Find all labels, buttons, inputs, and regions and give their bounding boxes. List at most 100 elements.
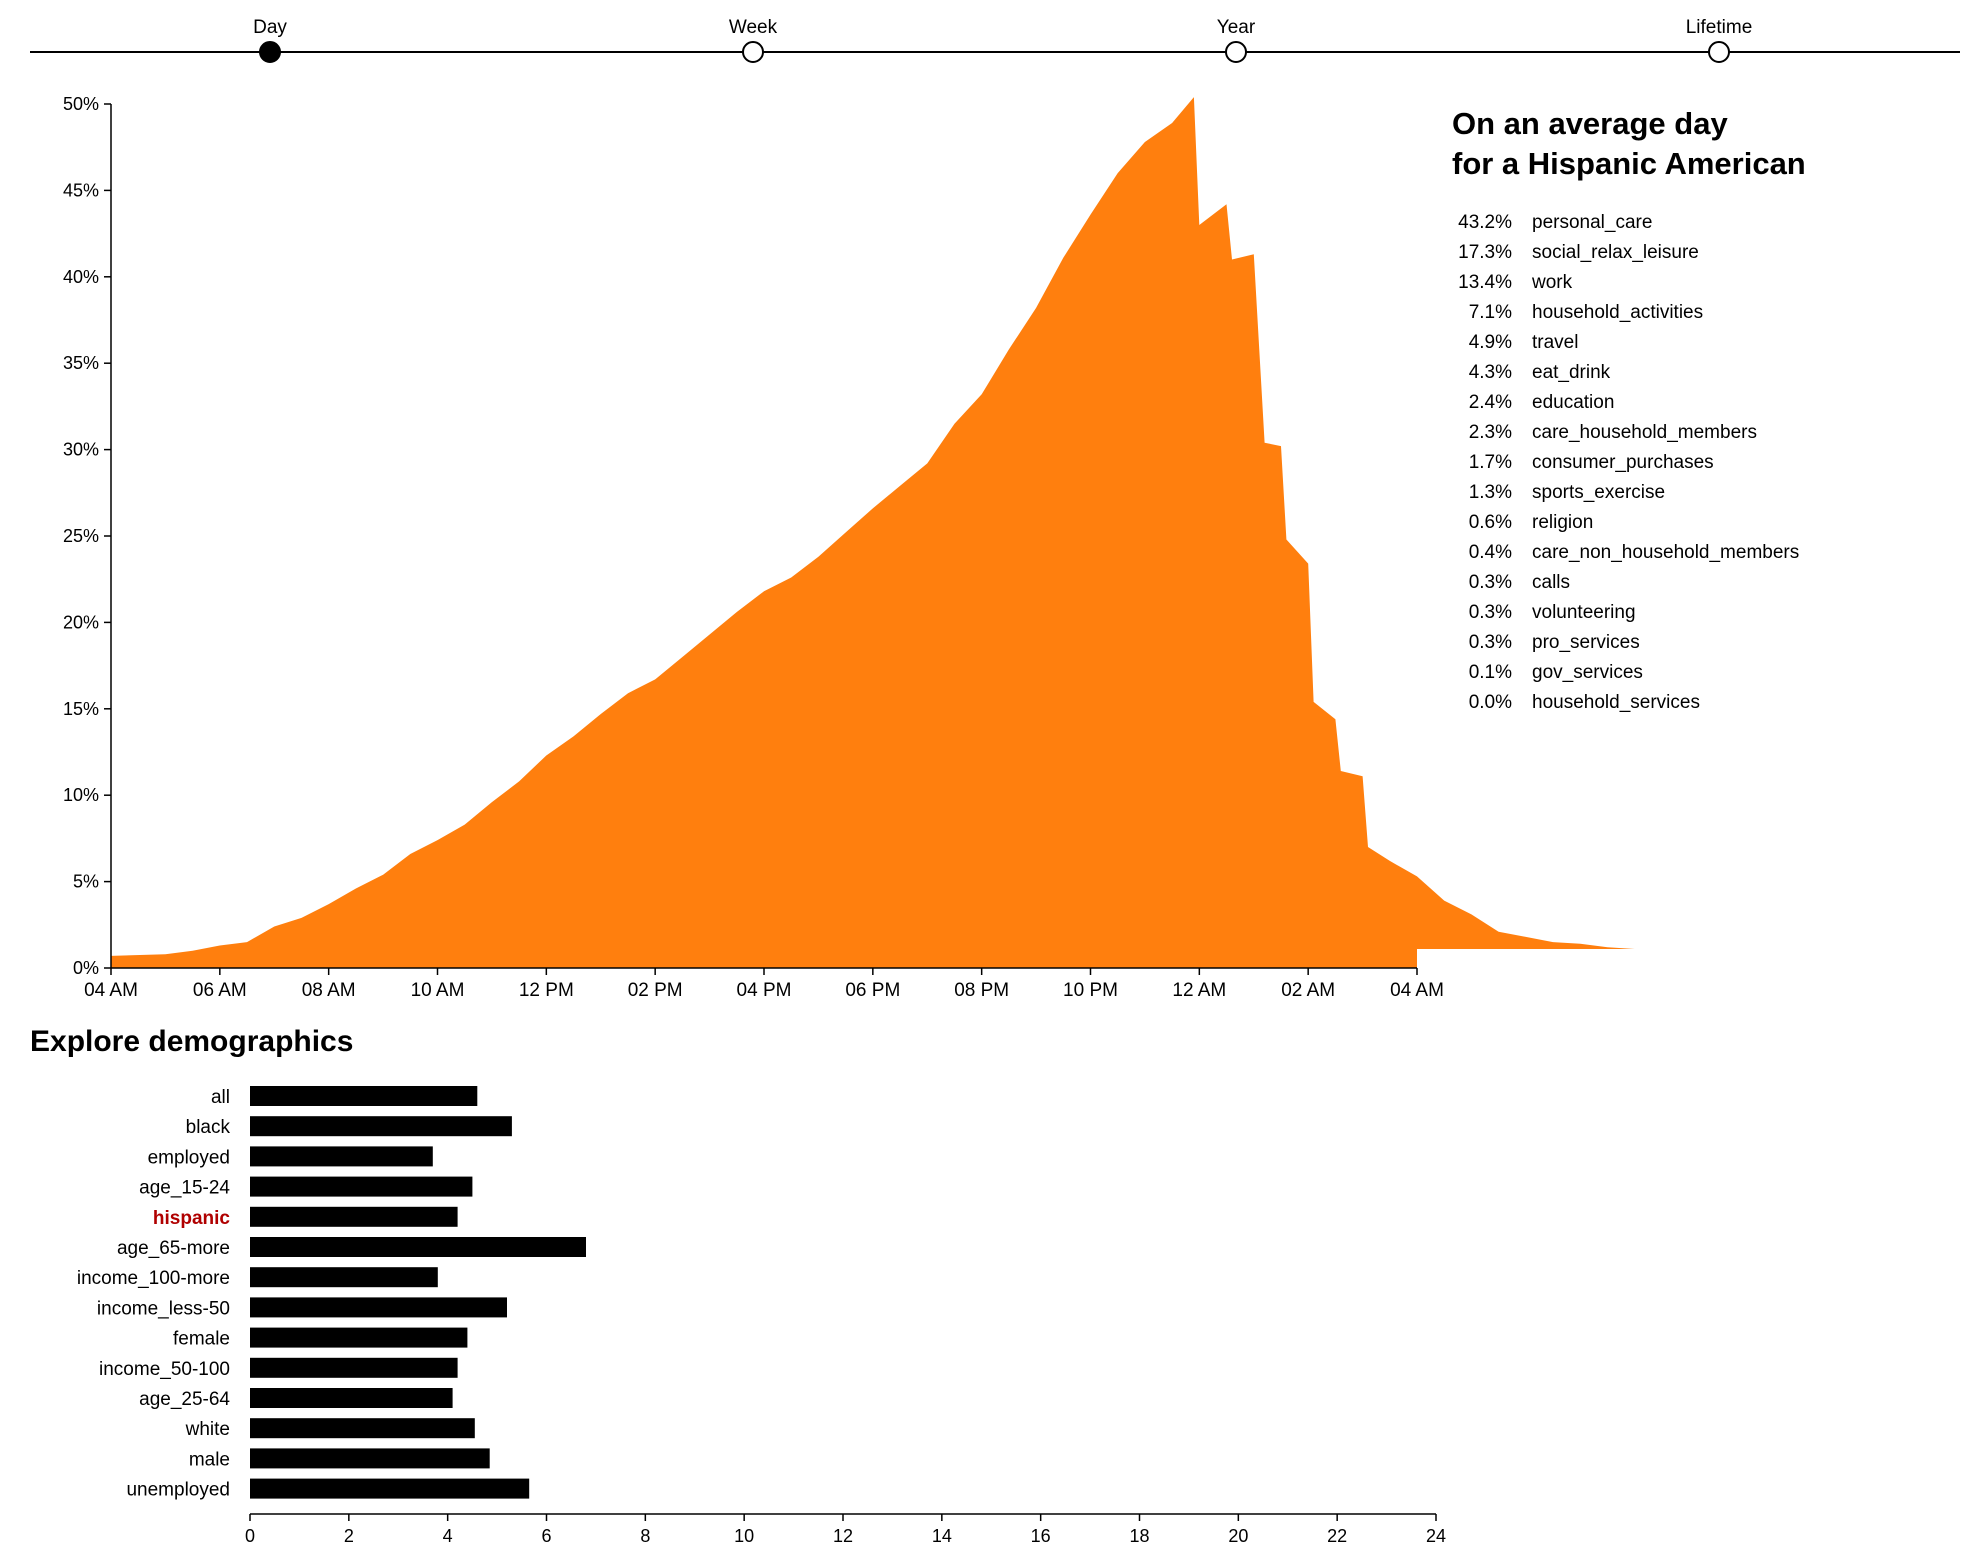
activity-row: 1.7% consumer_purchases: [1452, 448, 1952, 478]
activity-pct: 43.2%: [1458, 212, 1512, 233]
bar-x-tick-label: 2: [344, 1526, 354, 1546]
demographic-bar-age_25-64[interactable]: [250, 1388, 453, 1408]
demographics-title: Explore demographics: [30, 1025, 354, 1058]
activity-name: sports_exercise: [1532, 482, 1666, 503]
demographic-label-income_100-more[interactable]: income_100-more: [77, 1268, 230, 1289]
activity-row: 1.3% sports_exercise: [1452, 478, 1952, 508]
y-tick-label: 35%: [63, 353, 99, 373]
demographic-label-female[interactable]: female: [173, 1329, 230, 1350]
timescale-label-lifetime[interactable]: Lifetime: [1686, 17, 1753, 38]
activity-name: personal_care: [1532, 212, 1653, 233]
activity-pct: 0.3%: [1468, 602, 1512, 623]
activity-row: 0.3% pro_services: [1452, 628, 1952, 658]
demographic-label-white[interactable]: white: [185, 1419, 230, 1440]
demographic-bar-age_65-more[interactable]: [250, 1237, 586, 1257]
bar-x-tick-label: 22: [1327, 1526, 1347, 1546]
activity-row: 0.4% care_non_household_members: [1452, 538, 1952, 568]
summary-title-line2: for a Hispanic American: [1452, 146, 1806, 181]
demographic-label-hispanic[interactable]: hispanic: [153, 1208, 231, 1229]
activity-row: 43.2% personal_care: [1452, 208, 1952, 238]
timescale-label-week[interactable]: Week: [729, 17, 778, 38]
demographic-label-employed[interactable]: employed: [148, 1147, 230, 1168]
activity-pct: 0.3%: [1468, 572, 1512, 593]
activity-name: education: [1532, 392, 1615, 413]
bar-x-tick-label: 18: [1129, 1526, 1149, 1546]
timescale-slider[interactable]: Day Week Year Lifetime: [0, 0, 1970, 80]
demographic-label-income_50-100[interactable]: income_50-100: [99, 1359, 230, 1380]
bar-x-tick-label: 4: [443, 1526, 453, 1546]
x-tick-label: 08 AM: [302, 980, 356, 1001]
x-tick-label: 12 AM: [1172, 980, 1226, 1001]
activity-name: gov_services: [1532, 662, 1643, 683]
timescale-label-day[interactable]: Day: [253, 17, 287, 38]
timescale-option-year[interactable]: [1225, 41, 1247, 63]
activity-pct: 2.3%: [1468, 422, 1512, 443]
x-tick-label: 04 AM: [84, 980, 138, 1001]
x-tick-label: 02 PM: [628, 980, 683, 1001]
y-tick-label: 40%: [63, 267, 99, 287]
demographic-label-age_25-64[interactable]: age_25-64: [139, 1389, 230, 1410]
activity-pct: 4.3%: [1468, 362, 1512, 383]
activity-name: social_relax_leisure: [1532, 242, 1699, 263]
demographic-bar-male[interactable]: [250, 1448, 490, 1469]
activity-pct: 13.4%: [1458, 272, 1512, 293]
demographic-label-income_less-50[interactable]: income_less-50: [97, 1298, 230, 1319]
demographic-bar-white[interactable]: [250, 1418, 475, 1439]
demographic-bar-black[interactable]: [250, 1116, 512, 1137]
activity-name: calls: [1532, 572, 1571, 593]
y-tick-label: 10%: [63, 785, 99, 805]
time-share-area: [111, 97, 1635, 969]
demographic-bar-unemployed[interactable]: [250, 1478, 530, 1499]
demographic-label-unemployed[interactable]: unemployed: [126, 1480, 230, 1501]
demographic-label-black[interactable]: black: [186, 1117, 231, 1138]
demographic-bar-employed[interactable]: [250, 1146, 433, 1167]
demographic-bar-all[interactable]: [250, 1086, 478, 1106]
day-summary-panel: On an average day for a Hispanic America…: [1452, 104, 1952, 718]
y-tick-label: 20%: [63, 612, 99, 632]
activity-row: 0.3% volunteering: [1452, 598, 1952, 628]
activity-row: 2.4% education: [1452, 388, 1952, 418]
demographic-label-all[interactable]: all: [211, 1087, 230, 1108]
activity-pct: 17.3%: [1458, 242, 1512, 263]
activity-name: travel: [1532, 332, 1579, 353]
activity-row: 7.1% household_activities: [1452, 298, 1952, 328]
y-tick-label: 0%: [73, 958, 99, 978]
bar-x-tick-label: 20: [1228, 1526, 1248, 1546]
timescale-label-year[interactable]: Year: [1217, 17, 1256, 38]
demographic-bar-age_15-24[interactable]: [250, 1176, 473, 1197]
y-tick-label: 25%: [63, 526, 99, 546]
activity-name: care_non_household_members: [1532, 542, 1800, 563]
timescale-option-week[interactable]: [742, 41, 764, 63]
activity-name: household_services: [1532, 692, 1700, 713]
demographic-label-male[interactable]: male: [189, 1449, 230, 1470]
activity-pct: 0.1%: [1468, 662, 1512, 683]
demographic-label-age_15-24[interactable]: age_15-24: [139, 1178, 230, 1199]
demographic-bar-income_50-100[interactable]: [250, 1357, 458, 1378]
bar-x-tick-label: 10: [734, 1526, 754, 1546]
demographic-bar-income_less-50[interactable]: [250, 1297, 507, 1318]
timescale-option-day[interactable]: [259, 41, 281, 63]
activity-row: 0.0% household_services: [1452, 688, 1952, 718]
bar-x-tick-label: 6: [541, 1526, 551, 1546]
bar-x-tick-label: 16: [1031, 1526, 1051, 1546]
x-tick-label: 02 AM: [1281, 980, 1335, 1001]
y-tick-label: 15%: [63, 699, 99, 719]
x-tick-label: 04 AM: [1390, 980, 1444, 1001]
demographics-bar-chart[interactable]: all black employed age_15-24 hispanic age_65-…: [0, 0, 1450, 1558]
x-tick-label: 06 PM: [845, 980, 900, 1001]
demographic-label-age_65-more[interactable]: age_65-more: [117, 1238, 230, 1259]
timescale-option-lifetime[interactable]: [1708, 41, 1730, 63]
bar-x-tick-label: 12: [833, 1526, 853, 1546]
activity-pct: 1.3%: [1468, 482, 1512, 503]
demographic-bar-income_100-more[interactable]: [250, 1267, 438, 1288]
y-tick-label: 45%: [63, 180, 99, 200]
x-tick-label: 12 PM: [519, 980, 574, 1001]
activity-name: work: [1532, 272, 1573, 293]
activity-list: 43.2% personal_care 17.3% social_relax_leis…: [1452, 208, 1952, 718]
demographic-bar-hispanic[interactable]: [250, 1206, 458, 1227]
activity-name: religion: [1532, 512, 1594, 533]
activity-name: care_household_members: [1532, 422, 1757, 443]
demographic-bar-female[interactable]: [250, 1327, 468, 1348]
summary-title-line1: On an average day: [1452, 106, 1728, 141]
bar-x-tick-label: 24: [1426, 1526, 1446, 1546]
